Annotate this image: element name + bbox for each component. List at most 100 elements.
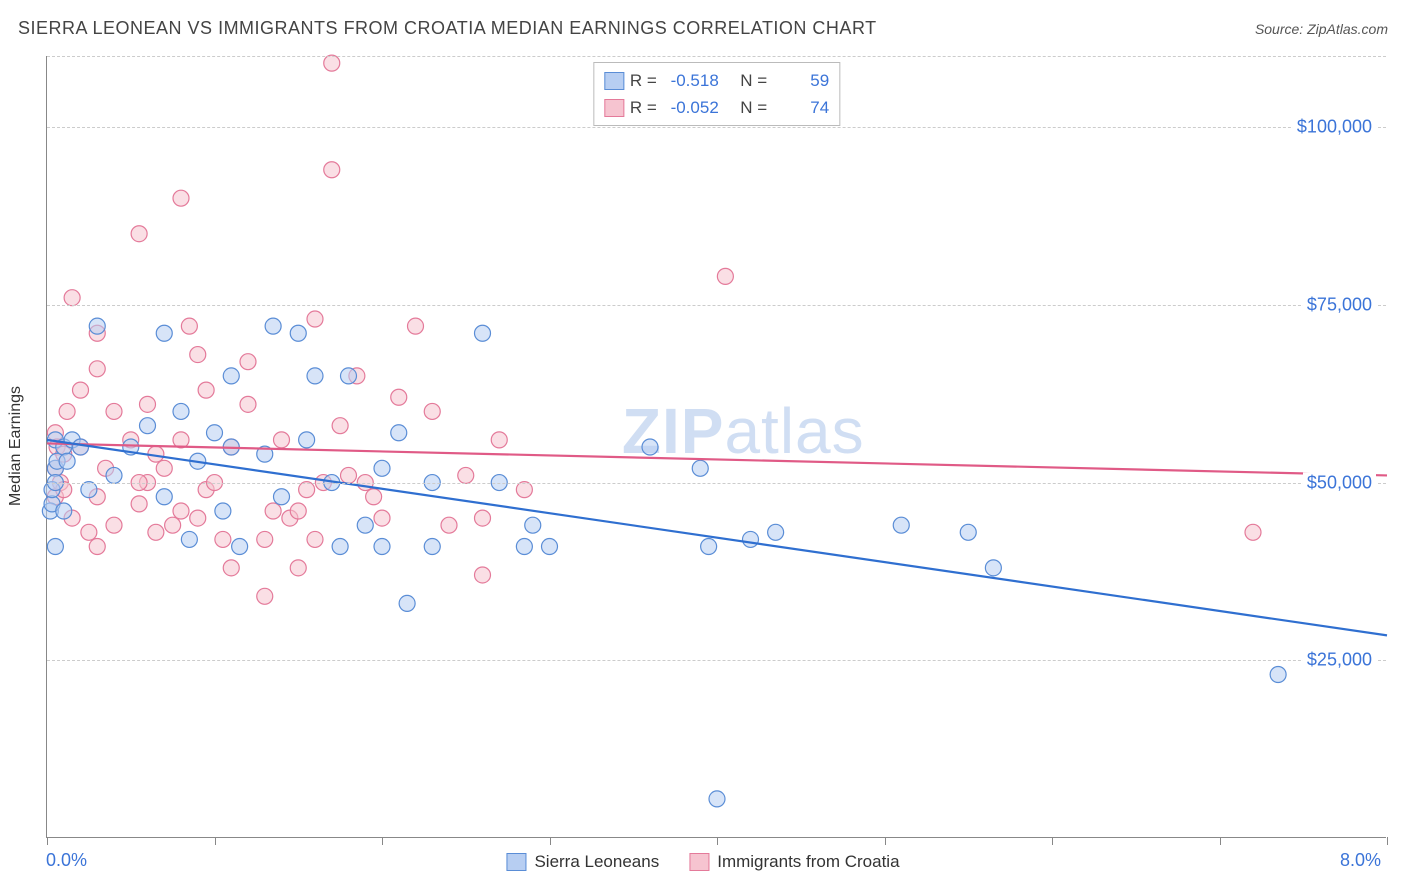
data-point xyxy=(1270,666,1286,682)
data-point xyxy=(701,539,717,555)
x-tick xyxy=(1387,837,1388,845)
data-point xyxy=(374,460,390,476)
data-point xyxy=(181,318,197,334)
data-point xyxy=(743,531,759,547)
data-point xyxy=(475,325,491,341)
data-point xyxy=(165,517,181,533)
data-point xyxy=(106,517,122,533)
data-point xyxy=(81,482,97,498)
data-point xyxy=(299,482,315,498)
legend-item-series-b: Immigrants from Croatia xyxy=(689,852,899,872)
data-point xyxy=(692,460,708,476)
data-point xyxy=(341,467,357,483)
data-point xyxy=(542,539,558,555)
data-point xyxy=(106,467,122,483)
data-point xyxy=(215,503,231,519)
data-point xyxy=(299,432,315,448)
x-tick xyxy=(717,837,718,845)
data-point xyxy=(274,432,290,448)
data-point xyxy=(47,539,63,555)
data-point xyxy=(190,347,206,363)
x-tick xyxy=(215,837,216,845)
regression-line xyxy=(47,440,1387,636)
data-point xyxy=(73,382,89,398)
data-point xyxy=(257,531,273,547)
data-point xyxy=(215,531,231,547)
data-point xyxy=(156,460,172,476)
data-point xyxy=(768,524,784,540)
x-axis-max-label: 8.0% xyxy=(1340,850,1381,871)
data-point xyxy=(148,524,164,540)
data-point xyxy=(391,425,407,441)
legend-label-series-a: Sierra Leoneans xyxy=(534,852,659,872)
data-point xyxy=(424,403,440,419)
data-point xyxy=(81,524,97,540)
data-point xyxy=(709,791,725,807)
data-point xyxy=(265,318,281,334)
swatch-series-b xyxy=(689,853,709,871)
data-point xyxy=(240,354,256,370)
legend-label-series-b: Immigrants from Croatia xyxy=(717,852,899,872)
data-point xyxy=(173,503,189,519)
data-point xyxy=(89,539,105,555)
y-tick-label: $50,000 xyxy=(1303,472,1376,493)
data-point xyxy=(516,539,532,555)
data-point xyxy=(198,382,214,398)
data-point xyxy=(525,517,541,533)
data-point xyxy=(374,539,390,555)
data-point xyxy=(173,190,189,206)
data-point xyxy=(190,510,206,526)
data-point xyxy=(207,425,223,441)
regression-line xyxy=(47,443,1387,475)
data-point xyxy=(223,560,239,576)
legend-bottom: Sierra Leoneans Immigrants from Croatia xyxy=(506,852,899,872)
data-point xyxy=(265,503,281,519)
data-point xyxy=(357,517,373,533)
data-point xyxy=(131,496,147,512)
data-point xyxy=(257,588,273,604)
data-point xyxy=(64,290,80,306)
data-point xyxy=(173,403,189,419)
data-point xyxy=(332,539,348,555)
data-point xyxy=(332,418,348,434)
data-point xyxy=(324,162,340,178)
y-tick-label: $75,000 xyxy=(1303,294,1376,315)
data-point xyxy=(642,439,658,455)
gridline xyxy=(47,483,1386,484)
data-point xyxy=(391,389,407,405)
data-point xyxy=(156,325,172,341)
data-point xyxy=(73,439,89,455)
data-point xyxy=(240,396,256,412)
data-point xyxy=(56,503,72,519)
chart-title: SIERRA LEONEAN VS IMMIGRANTS FROM CROATI… xyxy=(18,18,877,39)
data-point xyxy=(274,489,290,505)
data-point xyxy=(59,403,75,419)
data-point xyxy=(341,368,357,384)
data-point xyxy=(960,524,976,540)
data-point xyxy=(475,567,491,583)
data-point xyxy=(223,368,239,384)
data-point xyxy=(307,311,323,327)
x-tick xyxy=(1052,837,1053,845)
plot-svg xyxy=(47,56,1386,837)
data-point xyxy=(290,503,306,519)
data-point xyxy=(399,595,415,611)
title-bar: SIERRA LEONEAN VS IMMIGRANTS FROM CROATI… xyxy=(18,18,1388,39)
data-point xyxy=(1245,524,1261,540)
data-point xyxy=(290,325,306,341)
gridline xyxy=(47,127,1386,128)
data-point xyxy=(106,403,122,419)
data-point xyxy=(89,318,105,334)
data-point xyxy=(491,432,507,448)
data-point xyxy=(458,467,474,483)
data-point xyxy=(290,560,306,576)
data-point xyxy=(131,226,147,242)
source-attribution: Source: ZipAtlas.com xyxy=(1255,21,1388,37)
data-point xyxy=(408,318,424,334)
data-point xyxy=(156,489,172,505)
y-axis-title: Median Earnings xyxy=(7,386,25,506)
data-point xyxy=(181,531,197,547)
chart-container: SIERRA LEONEAN VS IMMIGRANTS FROM CROATI… xyxy=(0,0,1406,892)
x-tick xyxy=(550,837,551,845)
data-point xyxy=(232,539,248,555)
